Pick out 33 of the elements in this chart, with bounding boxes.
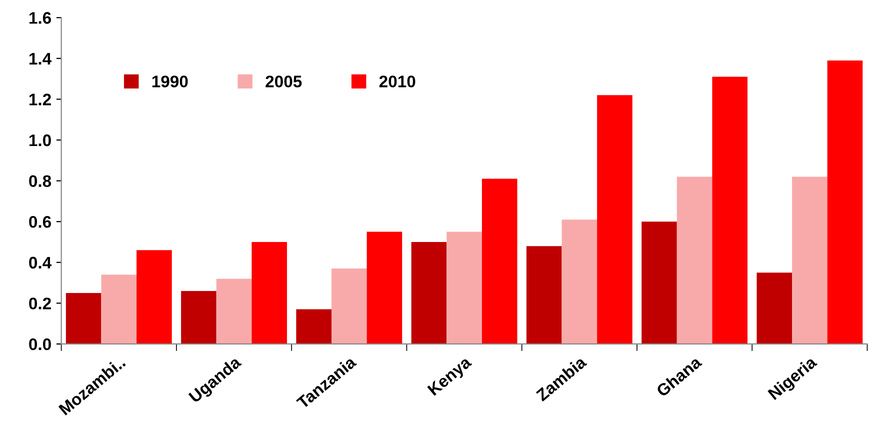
y-tick-label: 0.8 — [29, 175, 52, 188]
bar — [642, 222, 677, 344]
bar — [411, 242, 447, 344]
bar — [181, 290, 216, 344]
y-tick-label: 1.6 — [29, 12, 51, 24]
bar — [136, 250, 172, 344]
bar — [331, 268, 367, 344]
bar — [792, 176, 828, 344]
legend-label: 2005 — [266, 76, 302, 88]
legend-label: 2010 — [379, 76, 416, 88]
bar — [597, 95, 632, 344]
bar — [366, 232, 402, 344]
bar — [446, 232, 482, 344]
bar — [66, 292, 102, 344]
y-tick-label: 0.2 — [29, 298, 51, 310]
y-tick-label: 1.0 — [29, 134, 51, 146]
y-tick-label: 1.4 — [29, 53, 52, 64]
bar — [756, 272, 792, 344]
bar — [676, 176, 712, 344]
bar — [296, 309, 332, 344]
bar — [562, 220, 598, 344]
bar — [252, 242, 287, 344]
y-tick-label: 1.2 — [29, 94, 51, 106]
y-tick-label: 0.0 — [29, 338, 51, 350]
bar — [482, 178, 518, 344]
y-tick-label: 0.4 — [29, 256, 52, 269]
bar — [101, 274, 137, 344]
y-tick-label: 0.6 — [29, 216, 51, 228]
bar — [712, 76, 748, 344]
bar — [216, 278, 252, 344]
legend-label: 1990 — [152, 76, 188, 88]
bar — [526, 246, 562, 344]
bar — [827, 60, 863, 344]
